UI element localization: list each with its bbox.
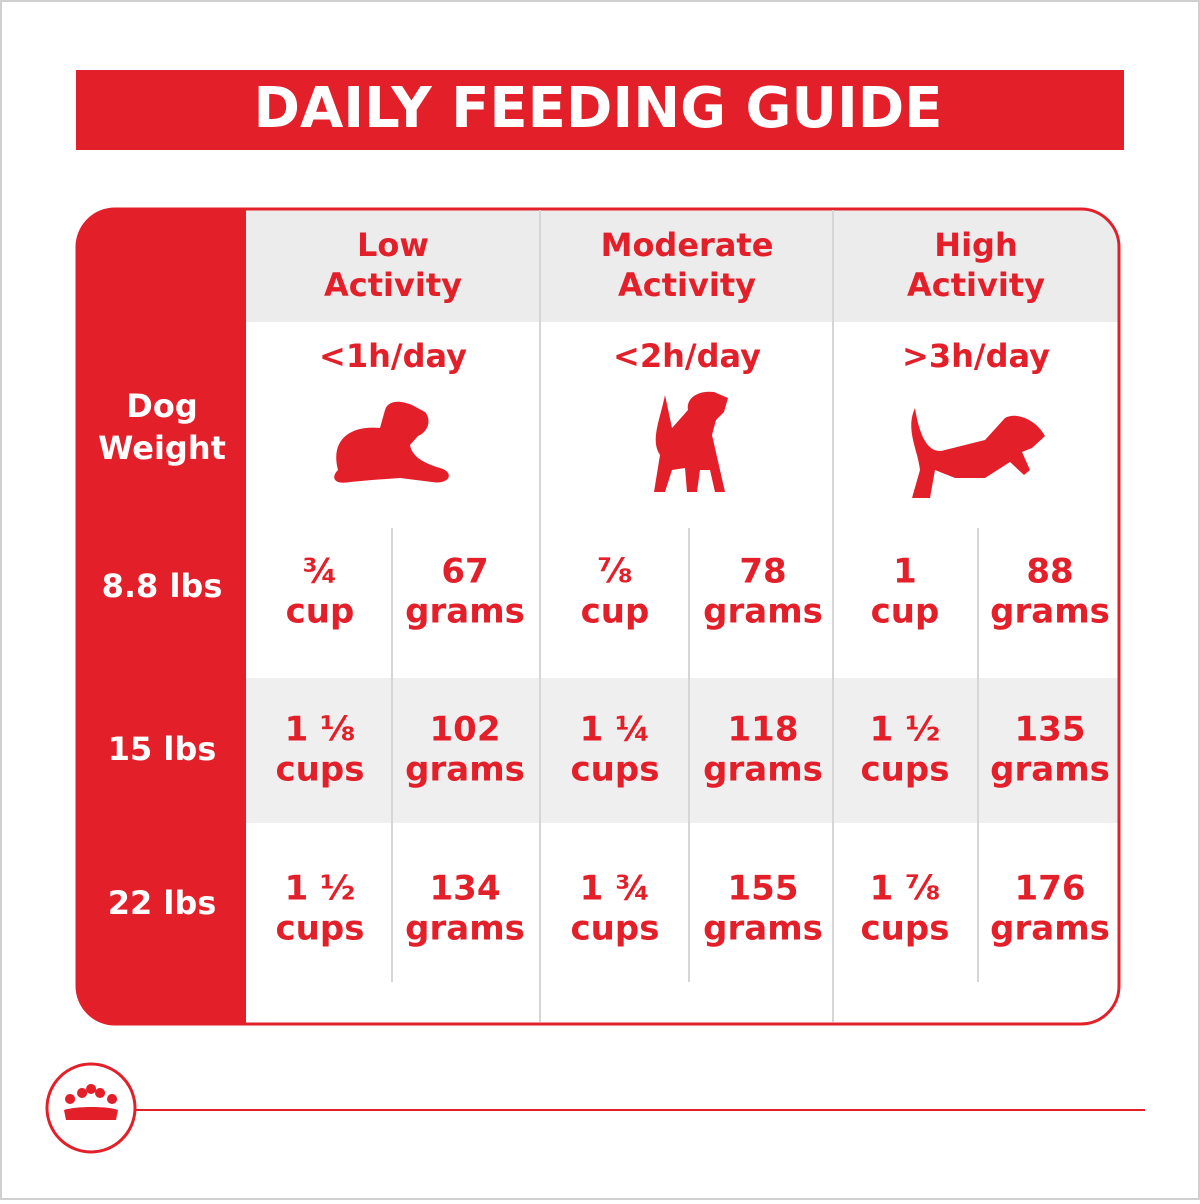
row-header: Dog [126,387,197,425]
cups: cups [571,909,660,949]
cups: 1 [893,552,917,592]
column-duration: >3h/day [902,337,1050,375]
grams: 67 [441,552,488,592]
cups: cups [571,750,660,790]
weight: 15 lbs [108,730,217,768]
cups: 1 ½ [870,710,941,750]
title: DAILY FEEDING GUIDE [253,76,942,141]
column-duration: <2h/day [613,337,761,375]
column-name: Activity [324,266,462,304]
cups: cups [861,750,950,790]
dog-jumping [911,408,1045,498]
cups: cups [861,909,950,949]
table-border [75,207,1121,1026]
dog-lying [334,401,449,483]
weight: 8.8 lbs [102,567,223,605]
grams: grams [703,592,823,632]
grams: grams [405,750,525,790]
grams: 176 [1015,869,1086,909]
cups: ¾ [302,552,337,592]
cups: 1 ¼ [580,710,651,750]
weight: 22 lbs [108,884,217,922]
table-text: DogWeightLowActivity<1h/dayModerateActiv… [98,226,1110,949]
grams: 155 [728,869,799,909]
row-header: Weight [98,429,226,467]
cups: cup [871,592,940,632]
column-name: High [934,226,1017,264]
grams: 135 [1015,710,1086,750]
grams: grams [990,909,1110,949]
cups: cups [276,750,365,790]
dog-standing [654,391,728,492]
cups: cups [276,909,365,949]
dog-icons [334,391,1045,498]
cups: 1 ⅛ [285,710,356,750]
title-banner [76,70,1124,150]
grams: 118 [728,710,799,750]
grams: 134 [430,869,501,909]
grams: 88 [1026,552,1073,592]
column-duration: <1h/day [319,337,467,375]
cups: 1 ½ [285,869,356,909]
dividers [391,210,979,1022]
cups: cup [581,592,650,632]
grams: grams [703,750,823,790]
grams: grams [990,750,1110,790]
cups: 1 ⅞ [870,869,941,909]
column-name: Moderate [601,226,774,264]
cups: 1 ¾ [580,869,651,909]
grams: grams [405,592,525,632]
column-name: Low [357,226,429,264]
column-name: Activity [907,266,1045,304]
grams: grams [990,592,1110,632]
grams: grams [703,909,823,949]
cups: cup [286,592,355,632]
column-name: Activity [618,266,756,304]
grams: 78 [739,552,786,592]
cups: ⅞ [597,552,632,592]
logo-crown [64,1084,118,1120]
grams: 102 [430,710,501,750]
grams: grams [405,909,525,949]
